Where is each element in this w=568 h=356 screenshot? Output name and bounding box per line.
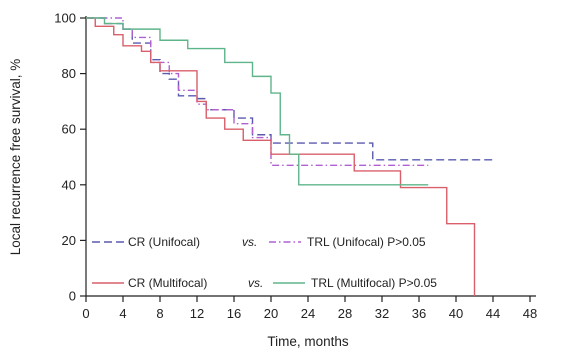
legend-label-trl-multifocal: TRL (Multifocal) P>0.05 (311, 276, 437, 290)
x-tick-label: 40 (449, 306, 463, 321)
legend-vs-1: vs. (242, 235, 257, 249)
legend: CR (Unifocal) vs. TRL (Unifocal) P>0.05 … (92, 235, 437, 290)
x-tick-label: 12 (190, 306, 204, 321)
x-ticks: 0 4 8 12 16 20 24 28 32 36 40 44 48 (82, 296, 537, 321)
y-tick-label: 60 (62, 122, 76, 137)
x-axis-label: Time, months (267, 334, 349, 349)
x-tick-label: 48 (523, 306, 537, 321)
y-tick-label: 0 (69, 289, 76, 304)
x-tick-label: 36 (412, 306, 426, 321)
y-ticks: 0 20 40 60 80 100 (54, 11, 86, 304)
legend-label-cr-unifocal: CR (Unifocal) (128, 235, 200, 249)
x-tick-label: 20 (264, 306, 278, 321)
series-line-trl-unifocal (86, 17, 429, 167)
y-axis-label: Local recurrence free survival, % (8, 59, 23, 256)
y-tick-label: 100 (54, 11, 76, 26)
x-tick-label: 24 (301, 306, 315, 321)
x-tick-label: 44 (486, 306, 500, 321)
x-tick-label: 16 (227, 306, 241, 321)
y-tick-label: 20 (62, 233, 76, 248)
x-tick-label: 8 (156, 306, 163, 321)
series-line-trl-multifocal (86, 17, 429, 186)
legend-vs-2: vs. (248, 276, 263, 290)
legend-label-cr-multifocal: CR (Multifocal) (128, 276, 207, 290)
y-tick-label: 80 (62, 66, 76, 81)
x-tick-label: 28 (338, 306, 352, 321)
x-tick-label: 32 (375, 306, 389, 321)
x-tick-label: 4 (119, 306, 126, 321)
axes-group (85, 16, 536, 297)
y-tick-label: 40 (62, 177, 76, 192)
series-group (86, 17, 493, 296)
series-line-cr-multifocal (86, 17, 476, 296)
legend-label-trl-unifocal: TRL (Unifocal) P>0.05 (307, 235, 426, 249)
x-tick-label: 0 (82, 306, 89, 321)
